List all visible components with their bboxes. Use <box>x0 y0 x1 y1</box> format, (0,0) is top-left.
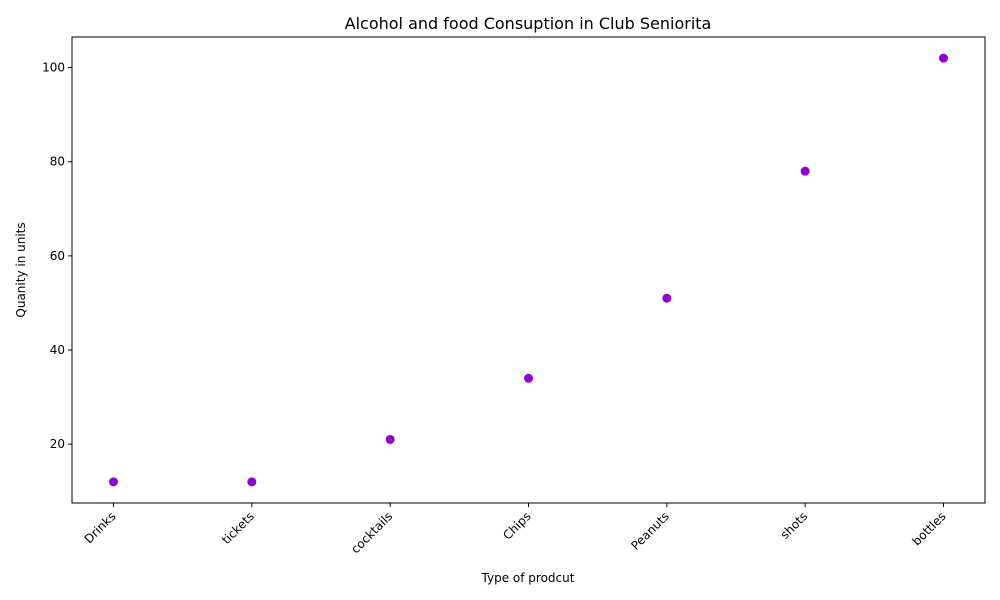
data-point <box>800 166 810 176</box>
x-axis-title: Type of prodcut <box>481 571 575 585</box>
y-tick-label: 40 <box>50 343 65 357</box>
data-points <box>109 53 948 487</box>
x-tick-label: tickets <box>219 509 257 547</box>
x-tick-label: Peanuts <box>628 509 672 553</box>
x-tick-label: bottles <box>909 509 948 548</box>
y-tick-label: 100 <box>42 61 65 75</box>
data-point <box>109 477 118 487</box>
y-axis: 20 40 60 80 100 <box>42 61 72 451</box>
x-axis: Drinks tickets cocktails Chips Peanuts shots b… <box>82 503 949 556</box>
data-point <box>385 434 395 444</box>
y-tick-label: 80 <box>50 155 65 169</box>
x-tick-label: shots <box>778 509 811 542</box>
y-tick-label: 60 <box>50 249 65 263</box>
data-point <box>247 477 257 487</box>
data-point <box>524 373 533 383</box>
data-point <box>662 293 672 303</box>
chart-title: Alcohol and food Consuption in Club Seni… <box>345 14 712 33</box>
x-tick-label: Chips <box>500 509 533 542</box>
data-point <box>939 53 948 63</box>
y-axis-title: Quanity in units <box>14 222 28 317</box>
x-tick-label: Drinks <box>82 509 119 546</box>
y-tick-label: 20 <box>50 437 65 451</box>
plot-area <box>71 36 986 504</box>
x-tick-label: cocktails <box>348 509 395 556</box>
